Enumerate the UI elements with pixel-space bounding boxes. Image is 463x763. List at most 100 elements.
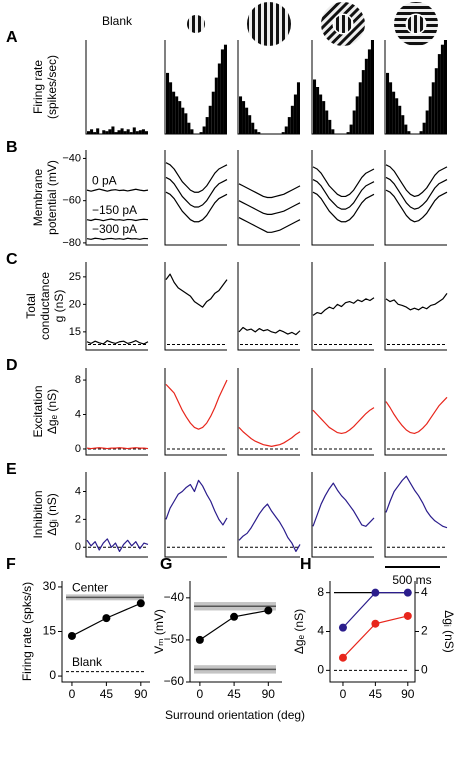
- histogram-bar: [132, 127, 136, 134]
- x-tick-label: 90: [262, 687, 276, 701]
- histogram-bar: [117, 130, 121, 134]
- y-tick-label: −40: [62, 152, 81, 164]
- axis: [61, 581, 150, 683]
- histogram-bar: [111, 126, 115, 134]
- data-point: [230, 612, 239, 621]
- reference-label: Center: [72, 581, 108, 595]
- column-label: Blank: [102, 14, 133, 28]
- trace: [86, 340, 149, 345]
- histogram-bar: [364, 58, 368, 134]
- y-axis-label: Δgᵢ (nS): [45, 493, 59, 536]
- histogram-bar: [419, 131, 423, 134]
- y-axis-label: Firing rate (spks/s): [20, 582, 34, 681]
- histogram-bar: [217, 63, 221, 134]
- axis: [384, 368, 447, 456]
- y2-tick-label: 0: [421, 663, 428, 677]
- y-axis-label: Total: [24, 293, 38, 318]
- histogram-bar: [87, 131, 91, 134]
- y-tick-label: 8: [317, 585, 324, 599]
- histogram-bar: [434, 68, 438, 134]
- trace: [165, 273, 228, 308]
- x-tick-label: 90: [401, 687, 415, 701]
- histogram-bar: [281, 132, 285, 134]
- axis: [311, 150, 374, 246]
- panel-letter: A: [6, 29, 18, 46]
- axis: [311, 262, 374, 351]
- stimulus-center: [334, 15, 352, 33]
- trace: [165, 162, 228, 193]
- panel-letter: C: [6, 251, 18, 268]
- histogram-bar: [126, 129, 130, 134]
- histogram-bar: [205, 117, 209, 134]
- histogram-bar: [322, 101, 326, 134]
- trace: [165, 176, 228, 208]
- trace: [385, 176, 448, 210]
- axis: [85, 368, 148, 456]
- y-axis-label: conductance: [38, 272, 52, 340]
- axis: [384, 472, 447, 558]
- data-point: [371, 619, 380, 628]
- reference-label: Blank: [72, 655, 103, 669]
- x-tick-label: 45: [369, 687, 383, 701]
- trace: [86, 188, 149, 192]
- trace: [86, 538, 149, 553]
- x-tick-label: 0: [69, 687, 76, 701]
- y-axis-label: g (nS): [52, 290, 66, 323]
- histogram-bar: [437, 54, 441, 134]
- panel-letter: G: [160, 556, 172, 573]
- histogram-bar: [296, 82, 300, 134]
- x-tick-label: 0: [340, 687, 347, 701]
- trace: [238, 217, 301, 233]
- stimulus-center: [187, 15, 205, 33]
- y-tick-label: 0: [75, 541, 81, 553]
- histogram-bar: [93, 132, 97, 134]
- y2-axis-label: Δgᵢ (nS): [442, 610, 456, 653]
- histogram-bar: [120, 128, 124, 134]
- y-axis-label: Δgₑ (nS): [45, 389, 59, 434]
- trace: [165, 379, 228, 430]
- histogram-bar: [166, 72, 170, 134]
- panel-letter: H: [300, 556, 312, 573]
- histogram-bar: [190, 129, 194, 134]
- axis: [164, 472, 227, 558]
- axis: [164, 368, 227, 456]
- y-tick-label: −80: [62, 237, 81, 249]
- trace-label: 0 pA: [92, 173, 117, 187]
- histogram-bar: [422, 122, 426, 134]
- axis: [237, 262, 300, 351]
- histogram-bar: [358, 82, 362, 134]
- y-tick-label: 15: [43, 624, 57, 638]
- axis: [85, 262, 148, 351]
- y-tick-label: 15: [69, 326, 81, 338]
- histogram-bar: [355, 96, 359, 134]
- data-point: [371, 588, 380, 597]
- histogram-bar: [169, 82, 173, 134]
- trace: [385, 396, 448, 435]
- histogram-bar: [184, 113, 188, 134]
- y-tick-label: −50: [164, 632, 185, 646]
- y-tick-label: 4: [75, 408, 81, 420]
- histogram-bar: [187, 122, 191, 134]
- histogram-bar: [181, 107, 185, 134]
- trace: [385, 189, 448, 223]
- histogram-bar: [242, 101, 246, 134]
- y-tick-label: −40: [164, 590, 185, 604]
- trace-label: −150 pA: [92, 203, 137, 217]
- histogram-bar: [313, 79, 317, 134]
- y-axis-label: (spikes/sec): [45, 55, 59, 119]
- trace: [238, 503, 301, 553]
- histogram-bar: [428, 96, 432, 134]
- trace: [238, 200, 301, 215]
- panel-letter: B: [6, 139, 18, 156]
- histogram-bar: [431, 82, 435, 134]
- y-axis-label: Firing rate: [31, 60, 45, 114]
- histogram-bar: [105, 131, 109, 134]
- trace: [238, 326, 301, 336]
- panel-letter: F: [6, 556, 16, 573]
- histogram-bar: [254, 129, 258, 134]
- data-point: [403, 611, 412, 620]
- axis: [237, 40, 300, 135]
- y-tick-label: 0: [49, 668, 56, 682]
- trace: [312, 297, 375, 316]
